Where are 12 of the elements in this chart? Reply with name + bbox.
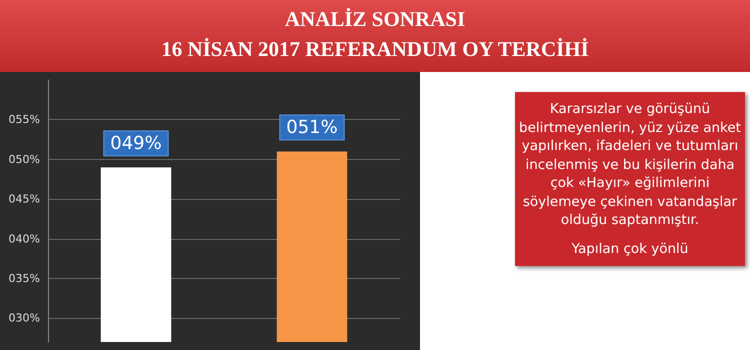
- text: Yapılan çok yönlü: [570, 240, 690, 258]
- y-tick-label: 035%: [8, 272, 40, 285]
- data-label: 049%: [110, 132, 162, 154]
- text: Kararsızlar ve görüşünü belirtmeyenlerin, yüz yüze anket yapılırken, ifadeleri ve tutumları incelenmiş ve bu kişilerin daha çok «Hayır» eğilimlerini söylemeye çekinen vatandaşlar olduğu saptanmıştır.: [519, 100, 741, 230]
- chart-title: ANALİZ SONRASI: [284, 6, 466, 33]
- y-tick-label: 040%: [8, 232, 40, 246]
- data-label: 051%: [286, 116, 338, 138]
- chart-subtitle: 16 NİSAN 2017 REFERANDUM OY TERCİHİ: [160, 36, 590, 63]
- y-tick-label: 030%: [8, 312, 40, 325]
- y-tick-label: 055%: [8, 113, 40, 126]
- y-tick-label: 050%: [8, 152, 40, 166]
- y-tick-label: 045%: [8, 192, 40, 206]
